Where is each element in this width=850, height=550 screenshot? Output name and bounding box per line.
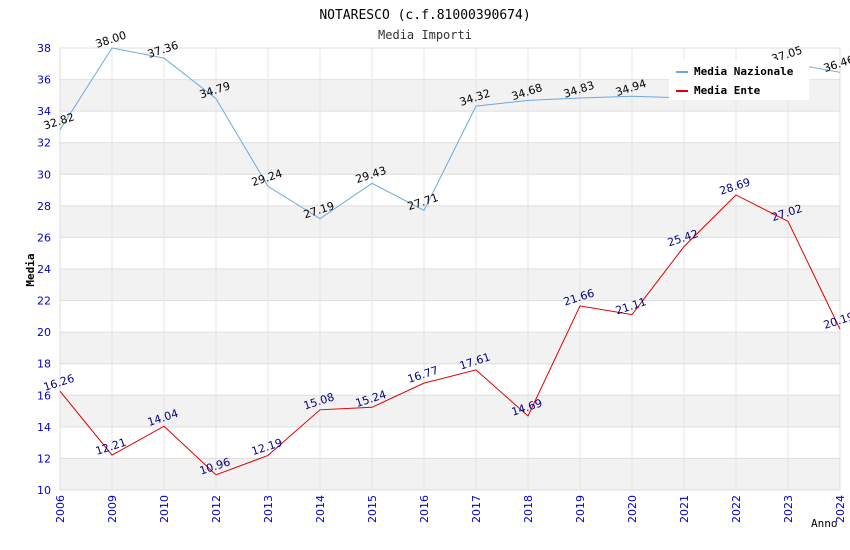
- grid-band: [60, 458, 840, 490]
- grid-band: [60, 300, 840, 333]
- series-line-media-ente: [59, 194, 841, 476]
- y-tick-label: 36: [37, 74, 51, 87]
- x-tick-label: 2016: [418, 495, 431, 523]
- x-tick-label: 2012: [210, 495, 223, 523]
- x-tick-label: 2018: [522, 495, 535, 523]
- x-tick-label: 2006: [54, 495, 67, 523]
- y-tick-label: 14: [37, 421, 51, 434]
- grid-band: [60, 269, 840, 301]
- grid-band: [60, 363, 840, 396]
- x-axis-ticks: 2006 2009 2010 2012 2013 2014 2015 2016 2017 2018…: [54, 495, 847, 523]
- x-tick-label: 2009: [106, 495, 119, 523]
- y-tick-label: 18: [37, 358, 51, 371]
- y-tick-label: 38: [37, 42, 51, 55]
- legend-label-nazionale: Media Nazionale: [694, 65, 794, 78]
- y-axis-label: Media: [24, 253, 37, 286]
- x-tick-label: 2017: [470, 495, 483, 523]
- x-tick-label: 2023: [782, 495, 795, 523]
- x-tick-label: 2014: [314, 495, 327, 523]
- grid-band: [60, 395, 840, 427]
- x-tick-label: 2024: [834, 495, 847, 523]
- grid-band: [60, 332, 840, 364]
- y-tick-label: 22: [37, 295, 51, 308]
- x-tick-label: 2021: [678, 495, 691, 523]
- y-axis-ticks: 10 12 14 16 18 20 22 24 26 28 30 32 34 36 38: [37, 42, 51, 497]
- grid-bands: [60, 48, 840, 490]
- x-tick-label: 2019: [574, 495, 587, 523]
- legend: Media Nazionale Media Ente: [669, 60, 809, 100]
- y-tick-label: 10: [37, 484, 51, 497]
- y-tick-label: 16: [37, 389, 51, 402]
- chart-title: NOTARESCO (c.f.81000390674): [319, 8, 530, 23]
- x-tick-label: 2015: [366, 495, 379, 523]
- x-axis-label: Anno: [811, 517, 838, 530]
- y-tick-label: 30: [37, 168, 51, 181]
- y-tick-label: 32: [37, 137, 51, 150]
- chart-subtitle: Media Importi: [378, 28, 472, 42]
- data-label: 38.00: [94, 29, 128, 51]
- y-tick-label: 26: [37, 231, 51, 244]
- legend-label-ente: Media Ente: [694, 84, 761, 97]
- plot-frame: [59, 47, 841, 491]
- legend-box: [669, 60, 809, 100]
- x-tick-label: 2010: [158, 495, 171, 523]
- y-tick-label: 28: [37, 200, 51, 213]
- x-tick-label: 2013: [262, 495, 275, 523]
- x-tick-label: 2020: [626, 495, 639, 523]
- x-tick-label: 2022: [730, 495, 743, 523]
- y-tick-label: 20: [37, 326, 51, 339]
- grid-band: [60, 205, 840, 238]
- grid-band: [60, 174, 840, 206]
- y-tick-label: 12: [37, 452, 51, 465]
- y-tick-label: 24: [37, 263, 51, 276]
- y-tick-label: 34: [37, 105, 51, 118]
- grid-band: [60, 426, 840, 459]
- grid-band: [60, 111, 840, 143]
- grid-band: [60, 237, 840, 269]
